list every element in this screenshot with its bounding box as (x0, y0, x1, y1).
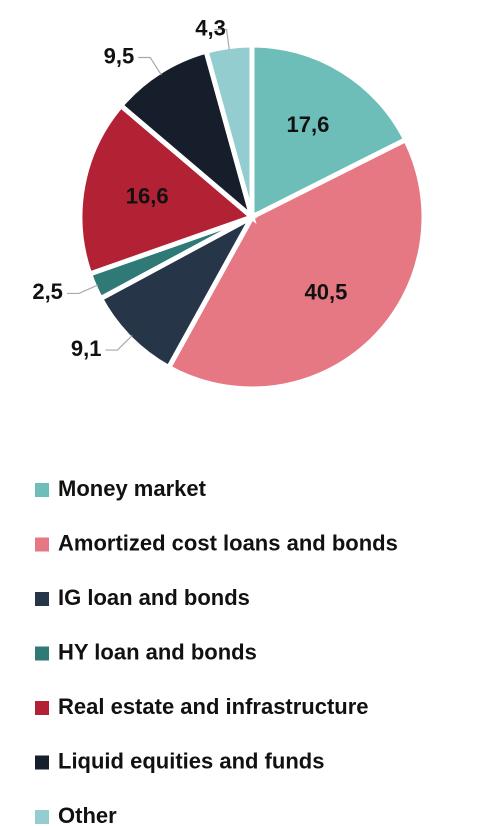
legend-swatch (35, 592, 49, 606)
legend-label: HY loan and bonds (58, 639, 257, 664)
legend-label: Other (58, 803, 117, 826)
legend-swatch (35, 810, 49, 824)
legend-swatch (35, 646, 49, 661)
value-label: 2,5 (32, 279, 63, 304)
legend-swatch (35, 755, 49, 770)
value-label: 16,6 (126, 183, 169, 208)
legend-label: Liquid equities and funds (58, 748, 324, 773)
value-label: 9,5 (104, 43, 135, 68)
leader-line (214, 28, 230, 51)
legend-label: Money market (58, 476, 207, 501)
value-label: 40,5 (304, 280, 347, 305)
value-label: 9,1 (71, 336, 102, 361)
leader-line (138, 56, 162, 76)
value-label: 4,3 (195, 15, 226, 40)
pie-slice (165, 136, 427, 392)
leader-line (105, 335, 133, 351)
value-label: 17,6 (287, 112, 330, 137)
legend-swatch (35, 483, 49, 497)
legend-swatch (35, 701, 49, 715)
legend-label: Real estate and infrastructure (58, 694, 369, 719)
legend-swatch (35, 537, 49, 552)
pie-slice (249, 42, 410, 222)
leader-line (66, 284, 99, 295)
pie-slice (77, 102, 257, 278)
legend-label: Amortized cost loans and bonds (58, 530, 398, 555)
legend-label: IG loan and bonds (58, 585, 250, 610)
